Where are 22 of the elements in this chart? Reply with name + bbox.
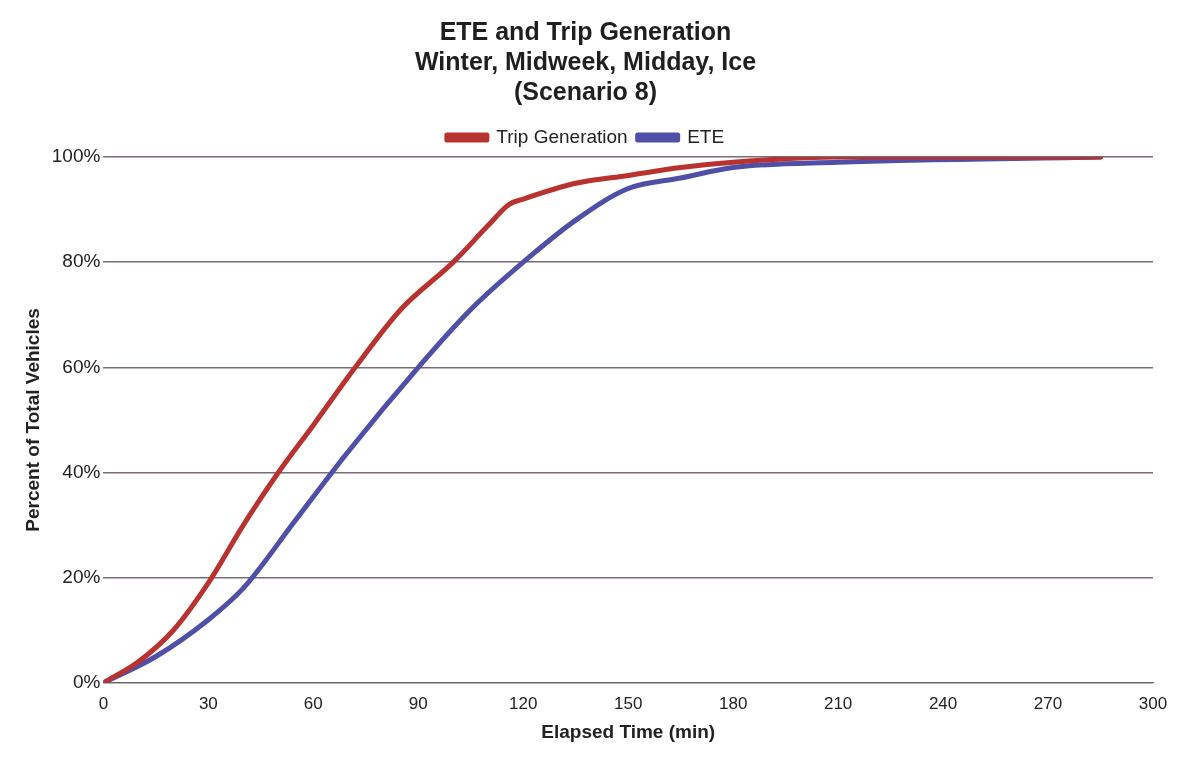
y-tick-label: 20% (62, 565, 101, 587)
x-tick-label: 60 (303, 693, 323, 713)
x-tick-label: 120 (509, 693, 538, 713)
y-axis-title: Percent of Total Vehicles (21, 308, 43, 532)
legend-label: Trip Generation (496, 125, 628, 147)
chart-title: ETE and Trip Generation Winter, Midweek, Midday, Ice (Scenario 8) (414, 16, 757, 105)
x-tick-label: 270 (1033, 693, 1063, 713)
y-tick-label: 80% (62, 250, 101, 272)
x-tick-label: 30 (198, 693, 218, 713)
x-axis-title: Elapsed Time (min) (541, 720, 716, 742)
y-tick-label: 0% (72, 671, 101, 693)
y-tick-label: 100% (51, 145, 101, 167)
x-tick-label: 240 (928, 693, 958, 713)
x-tick-label: 90 (408, 693, 428, 713)
x-tick-label: 150 (614, 693, 643, 713)
x-tick-label: 180 (718, 693, 748, 713)
y-tick-label: 40% (62, 460, 101, 482)
x-tick-label: 210 (823, 693, 853, 713)
legend-label: ETE (687, 125, 725, 147)
x-tick-label: 0 (98, 693, 109, 713)
y-tick-label: 60% (62, 355, 101, 377)
x-tick-label: 300 (1138, 693, 1168, 713)
